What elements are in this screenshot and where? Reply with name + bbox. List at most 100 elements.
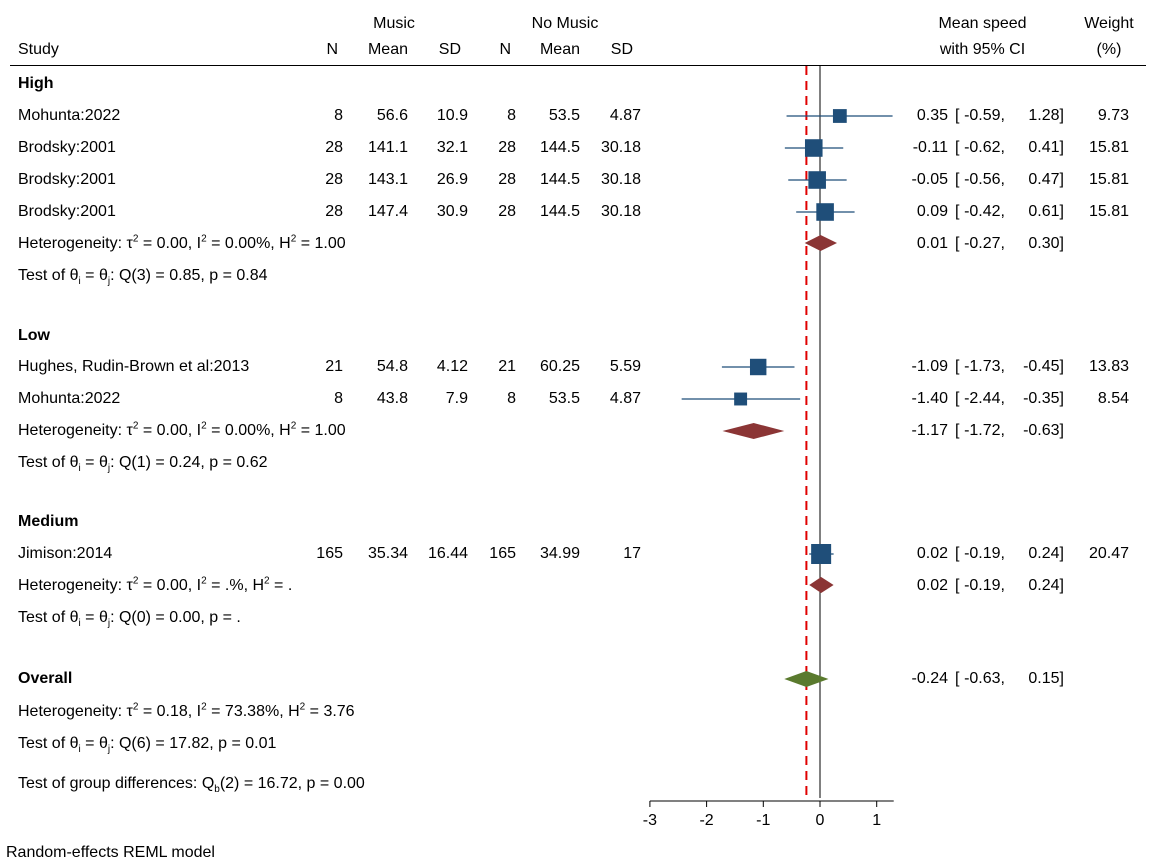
subgroup-diamond: [722, 423, 785, 439]
group-test: Test of θi = θj: Q(0) = 0.00, p = .: [18, 609, 241, 630]
cell-n2: 28: [498, 139, 516, 156]
ci-open-bracket: [: [955, 670, 960, 687]
cell-n2: 8: [507, 390, 516, 407]
summary-lo: -0.63,: [964, 670, 1005, 687]
cell-sd1: 4.12: [436, 358, 468, 375]
cell-sd2: 30.18: [600, 203, 641, 220]
study-marker: [808, 171, 826, 189]
cell-sd1: 30.9: [436, 203, 468, 220]
summary-est: -1.17: [911, 422, 948, 439]
cell-mean1: 147.4: [367, 203, 408, 220]
group-heterogeneity: Heterogeneity: τ2 = 0.00, I2 = 0.00%, H2…: [18, 420, 346, 439]
cell-sd1: 26.9: [436, 171, 468, 188]
cell-n2: 8: [507, 107, 516, 124]
cell-study: Brodsky:2001: [18, 203, 116, 220]
cell-lo: -0.19,: [964, 545, 1005, 562]
cell-study: Mohunta:2022: [18, 390, 121, 407]
cell-weight: 15.81: [1088, 139, 1129, 156]
cell-sd1: 10.9: [436, 107, 468, 124]
cell-est: 0.02: [916, 545, 948, 562]
cell-sd2: 4.87: [609, 390, 641, 407]
cell-study: Brodsky:2001: [18, 171, 116, 188]
cell-weight: 13.83: [1088, 358, 1129, 375]
group-test: Test of θi = θj: Q(3) = 0.85, p = 0.84: [18, 267, 268, 288]
study-marker: [734, 392, 748, 406]
cell-weight: 9.73: [1097, 107, 1129, 124]
cell-n2: 165: [489, 545, 516, 562]
overall-diamond: [784, 671, 829, 687]
mean2-header: Mean: [539, 41, 580, 58]
cell-mean2: 144.5: [539, 203, 580, 220]
group-heading: Low: [18, 327, 50, 344]
cell-hi: 1.28]: [1028, 107, 1064, 124]
cell-mean1: 56.6: [376, 107, 408, 124]
cell-weight: 15.81: [1088, 171, 1129, 188]
ci-open-bracket: [: [955, 171, 960, 188]
x-tick-label: -1: [756, 812, 770, 829]
cell-est: -0.11: [912, 139, 948, 156]
cell-est: -0.05: [911, 171, 948, 188]
cell-mean1: 54.8: [376, 358, 408, 375]
cell-study: Hughes, Rudin-Brown et al:2013: [18, 358, 250, 375]
cell-n2: 28: [498, 171, 516, 188]
overall-test: Test of θi = θj: Q(6) = 17.82, p = 0.01: [18, 735, 277, 756]
summary-hi: 0.30]: [1028, 235, 1064, 252]
cell-mean1: 43.8: [376, 390, 408, 407]
mean1-header: Mean: [367, 41, 408, 58]
cell-n2: 28: [498, 203, 516, 220]
weight-header-line1: Weight: [1084, 15, 1134, 32]
subgroup-diamond: [809, 577, 834, 593]
group-heterogeneity: Heterogeneity: τ2 = 0.00, I2 = .%, H2 = …: [18, 575, 293, 594]
cell-est: 0.09: [916, 203, 948, 220]
cell-mean2: 53.5: [548, 390, 580, 407]
cell-lo: -0.62,: [964, 139, 1005, 156]
cell-sd1: 32.1: [436, 139, 468, 156]
cell-n1: 21: [325, 358, 343, 375]
nomusic-group-header: No Music: [531, 15, 599, 32]
sd2-header: SD: [610, 41, 633, 58]
cell-n1: 28: [325, 139, 343, 156]
ci-open-bracket: [: [955, 390, 960, 407]
weight-header-line2: (%): [1096, 41, 1122, 58]
cell-n1: 8: [334, 107, 343, 124]
cell-n2: 21: [498, 358, 516, 375]
cell-mean1: 143.1: [367, 171, 408, 188]
x-tick-label: 1: [872, 812, 881, 829]
cell-est: -1.09: [911, 358, 948, 375]
cell-hi: -0.35]: [1023, 390, 1064, 407]
study-marker: [811, 544, 832, 564]
sd1-header: SD: [438, 41, 461, 58]
summary-hi: 0.15]: [1028, 670, 1064, 687]
music-group-header: Music: [373, 15, 415, 32]
cell-sd2: 5.59: [609, 358, 641, 375]
x-tick-label: -2: [699, 812, 713, 829]
cell-mean2: 144.5: [539, 171, 580, 188]
n2-header: N: [499, 41, 511, 58]
cell-sd1: 7.9: [445, 390, 468, 407]
cell-lo: -2.44,: [964, 390, 1005, 407]
group-heterogeneity: Heterogeneity: τ2 = 0.00, I2 = 0.00%, H2…: [18, 233, 346, 252]
cell-lo: -0.59,: [964, 107, 1005, 124]
header-rule: [10, 65, 1146, 66]
ci-open-bracket: [: [955, 422, 960, 439]
summary-lo: -1.72,: [964, 422, 1005, 439]
cell-hi: 0.47]: [1028, 171, 1064, 188]
cell-lo: -0.56,: [964, 171, 1005, 188]
cell-sd1: 16.44: [427, 545, 468, 562]
cell-study: Jimison:2014: [18, 545, 113, 562]
ci-open-bracket: [: [955, 358, 960, 375]
cell-mean1: 141.1: [367, 139, 408, 156]
summary-lo: -0.27,: [964, 235, 1005, 252]
cell-sd2: 17: [623, 545, 641, 562]
study-marker: [804, 139, 823, 157]
study-marker: [749, 358, 767, 376]
group-test: Test of θi = θj: Q(1) = 0.24, p = 0.62: [18, 454, 268, 475]
cell-study: Mohunta:2022: [18, 107, 121, 124]
ci-open-bracket: [: [955, 577, 960, 594]
cell-hi: 0.41]: [1028, 139, 1064, 156]
cell-est: -1.40: [911, 390, 948, 407]
summary-hi: -0.63]: [1023, 422, 1064, 439]
cell-sd2: 30.18: [600, 139, 641, 156]
cell-hi: 0.61]: [1028, 203, 1064, 220]
